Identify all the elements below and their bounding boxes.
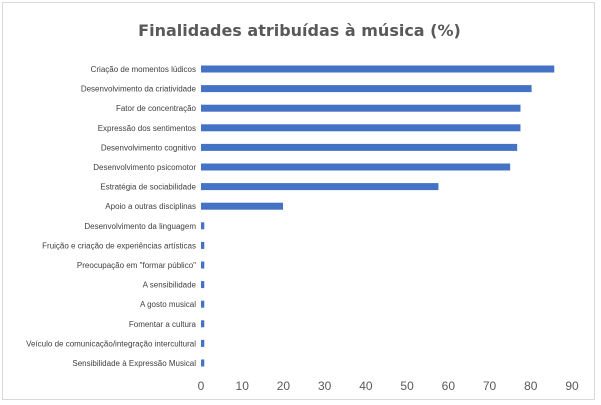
bar xyxy=(201,261,205,269)
bar xyxy=(201,359,205,367)
bar xyxy=(201,202,284,210)
bar xyxy=(201,241,205,249)
category-label: Estratégia de sociabilidade xyxy=(100,183,196,192)
category-label: Sensibilidade à Expressão Musical xyxy=(72,359,196,368)
x-tick-labels-group: 0 10 20 30 40 50 60 70 80 90 xyxy=(198,379,579,393)
x-tick-label: 20 xyxy=(277,379,291,393)
chart-frame: Finalidades atribuídas à música (%) Cria… xyxy=(2,2,595,400)
bar xyxy=(201,339,205,347)
bar xyxy=(201,124,521,132)
bar xyxy=(201,163,511,171)
category-label: A sensibilidade xyxy=(143,281,197,290)
bar xyxy=(201,300,205,308)
category-labels-group: Criação de momentos lúdicos Desenvolvimen… xyxy=(26,65,196,368)
x-tick-label: 90 xyxy=(565,379,579,393)
bar xyxy=(201,143,518,151)
category-label: Fruição e criação de experiências artíst… xyxy=(42,241,196,250)
category-label: Apoio a outras disciplinas xyxy=(105,202,196,211)
category-label: Criação de momentos lúdicos xyxy=(91,65,196,74)
category-label: Preocupação em "formar público" xyxy=(77,261,196,270)
category-label: Expressão dos sentimentos xyxy=(98,124,196,133)
category-label: Fomentar a cultura xyxy=(129,320,197,329)
x-tick-label: 50 xyxy=(400,379,414,393)
x-tick-label: 40 xyxy=(359,379,373,393)
category-label: Desenvolvimento da linguagem xyxy=(84,222,196,231)
category-label: Fator de concentração xyxy=(116,104,197,113)
bar xyxy=(201,104,521,112)
chart-title: Finalidades atribuídas à música (%) xyxy=(138,21,461,40)
bar xyxy=(201,183,439,191)
category-label: Veículo de comunicação/integração interc… xyxy=(26,339,196,348)
category-label: Desenvolvimento da criatividade xyxy=(81,85,197,94)
x-tick-label: 80 xyxy=(524,379,538,393)
bar xyxy=(201,85,532,93)
bar-chart: Criação de momentos lúdicos Desenvolvimen… xyxy=(26,65,579,393)
x-tick-label: 0 xyxy=(198,379,205,393)
x-tick-label: 70 xyxy=(483,379,497,393)
bar xyxy=(201,222,205,230)
category-label: Desenvolvimento cognitivo xyxy=(101,143,197,152)
x-tick-label: 30 xyxy=(318,379,332,393)
x-tick-label: 10 xyxy=(236,379,250,393)
bars-group xyxy=(201,65,555,367)
bar xyxy=(201,320,205,328)
bar xyxy=(201,281,205,289)
category-label: A gosto musical xyxy=(140,300,196,309)
bar xyxy=(201,65,555,73)
x-tick-label: 60 xyxy=(442,379,456,393)
category-label: Desenvolvimento psicomotor xyxy=(93,163,196,172)
